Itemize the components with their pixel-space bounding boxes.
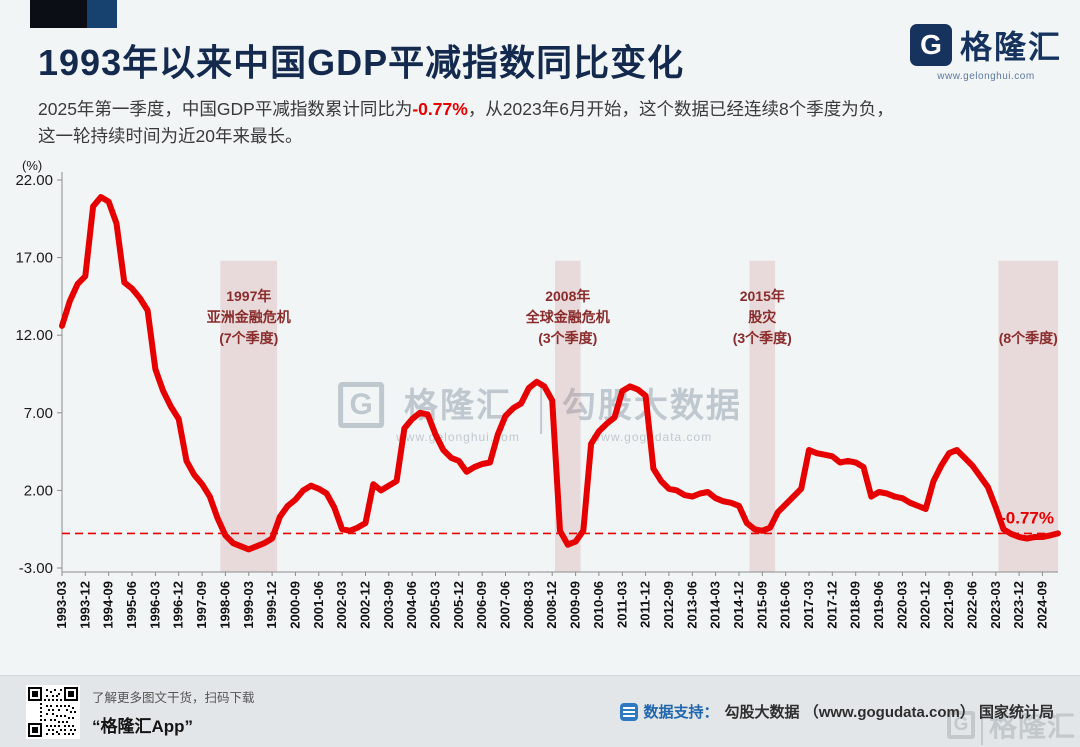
svg-text:2017-03: 2017-03 bbox=[801, 581, 816, 629]
svg-text:1994-09: 1994-09 bbox=[101, 581, 116, 629]
svg-text:2017-12: 2017-12 bbox=[824, 581, 839, 629]
gelonghui-logo-text: 格隆汇 bbox=[959, 29, 1062, 65]
gelonghui-logo-url: www.gelonghui.com bbox=[937, 71, 1035, 82]
svg-text:2024-09: 2024-09 bbox=[1034, 581, 1049, 629]
watermark-divider bbox=[539, 382, 542, 434]
svg-text:1999-12: 1999-12 bbox=[264, 581, 279, 629]
svg-text:2021-09: 2021-09 bbox=[941, 581, 956, 629]
svg-text:2013-06: 2013-06 bbox=[684, 581, 699, 629]
corner-decoration-navy bbox=[87, 0, 117, 28]
footer-watermark-g-icon: G bbox=[946, 711, 975, 739]
subtitle: 2025年第一季度，中国GDP平减指数累计同比为-0.77%，从2023年6月开… bbox=[38, 96, 998, 150]
database-icon bbox=[619, 702, 638, 721]
svg-text:2005-03: 2005-03 bbox=[428, 581, 443, 629]
svg-text:1997-09: 1997-09 bbox=[194, 581, 209, 629]
svg-text:2020-12: 2020-12 bbox=[918, 581, 933, 629]
svg-text:2009-09: 2009-09 bbox=[568, 581, 583, 629]
svg-text:2011-03: 2011-03 bbox=[614, 581, 629, 628]
svg-text:1997年: 1997年 bbox=[226, 288, 271, 304]
svg-text:12.00: 12.00 bbox=[15, 327, 53, 344]
svg-text:2.00: 2.00 bbox=[24, 482, 53, 499]
svg-text:2007-06: 2007-06 bbox=[498, 581, 513, 629]
svg-text:2008-12: 2008-12 bbox=[544, 581, 559, 629]
svg-text:2004-06: 2004-06 bbox=[404, 581, 419, 629]
app-name: “格隆汇App” bbox=[92, 716, 194, 736]
svg-text:1993-12: 1993-12 bbox=[77, 581, 92, 629]
subtitle-line-1: 2025年第一季度，中国GDP平减指数累计同比为-0.77%，从2023年6月开… bbox=[38, 96, 998, 123]
svg-text:2006-09: 2006-09 bbox=[474, 581, 489, 629]
watermark-g-icon: G bbox=[338, 382, 385, 428]
svg-text:1996-03: 1996-03 bbox=[147, 581, 162, 629]
svg-text:2019-06: 2019-06 bbox=[871, 581, 886, 629]
corner-decoration-black bbox=[30, 0, 87, 28]
page-title: 1993年以来中国GDP平减指数同比变化 bbox=[38, 42, 685, 83]
svg-text:1995-06: 1995-06 bbox=[124, 581, 139, 629]
svg-text:2022-06: 2022-06 bbox=[964, 581, 979, 629]
svg-text:2003-09: 2003-09 bbox=[381, 581, 396, 629]
watermark-brand: 格隆汇 bbox=[403, 387, 512, 425]
svg-text:1999-03: 1999-03 bbox=[241, 581, 256, 629]
svg-text:2000-09: 2000-09 bbox=[287, 581, 302, 629]
deflator-value-highlight: -0.77% bbox=[412, 99, 468, 119]
svg-text:2001-06: 2001-06 bbox=[311, 581, 326, 629]
svg-text:2008-03: 2008-03 bbox=[521, 581, 536, 629]
svg-text:2002-03: 2002-03 bbox=[334, 581, 349, 629]
svg-text:(%): (%) bbox=[22, 158, 42, 173]
footer-watermark: G 格隆汇 bbox=[946, 705, 1076, 745]
footer-watermark-brand: 格隆汇 bbox=[980, 705, 1076, 745]
svg-text:(3个季度): (3个季度) bbox=[538, 330, 597, 346]
svg-text:(3个季度): (3个季度) bbox=[733, 330, 792, 346]
qr-caption: 了解更多图文干货，扫码下载 bbox=[92, 690, 255, 705]
svg-text:1996-12: 1996-12 bbox=[171, 581, 186, 629]
svg-text:2020-03: 2020-03 bbox=[894, 581, 909, 629]
subtitle-line-2: 这一轮持续时间为近20年来最长。 bbox=[38, 126, 303, 146]
svg-text:1993-03: 1993-03 bbox=[54, 581, 69, 629]
svg-text:2014-12: 2014-12 bbox=[731, 581, 746, 629]
gelonghui-logo: G 格隆汇 www.gelonghui.com bbox=[909, 22, 1062, 82]
svg-text:2011-12: 2011-12 bbox=[638, 581, 653, 628]
footer-bar: 了解更多图文干货，扫码下载 “格隆汇App” 数据支持： 勾股大数据 （www.… bbox=[0, 675, 1080, 747]
svg-text:2023-03: 2023-03 bbox=[988, 581, 1003, 629]
svg-text:-0.77%: -0.77% bbox=[1000, 508, 1054, 527]
subtitle-text-1: 2025年第一季度，中国GDP平减指数累计同比为 bbox=[38, 99, 413, 119]
svg-text:2016-06: 2016-06 bbox=[778, 581, 793, 629]
data-support-label: 数据支持： bbox=[643, 704, 719, 721]
svg-text:2015-09: 2015-09 bbox=[754, 581, 769, 629]
svg-text:(7个季度): (7个季度) bbox=[219, 330, 278, 346]
svg-text:全球金融危机: 全球金融危机 bbox=[525, 309, 610, 325]
svg-text:亚洲金融危机: 亚洲金融危机 bbox=[207, 309, 291, 325]
subtitle-text-2: ，从2023年6月开始，这个数据已经连续8个季度为负， bbox=[467, 99, 894, 119]
svg-text:-3.00: -3.00 bbox=[19, 560, 53, 577]
data-support-text: 勾股大数据 （www.gogudata.com） 国家统计局 bbox=[724, 704, 1054, 721]
svg-text:2010-06: 2010-06 bbox=[591, 581, 606, 629]
svg-text:2005-12: 2005-12 bbox=[451, 581, 466, 629]
svg-text:2012-09: 2012-09 bbox=[661, 581, 676, 629]
gelonghui-g-icon: G bbox=[909, 24, 952, 66]
svg-text:7.00: 7.00 bbox=[24, 405, 53, 422]
svg-text:2015年: 2015年 bbox=[740, 288, 785, 304]
svg-text:股灾: 股灾 bbox=[748, 309, 777, 325]
svg-text:2002-12: 2002-12 bbox=[358, 581, 373, 629]
svg-text:22.00: 22.00 bbox=[15, 172, 53, 189]
svg-text:2014-03: 2014-03 bbox=[708, 581, 723, 629]
svg-text:(8个季度): (8个季度) bbox=[999, 330, 1058, 346]
svg-text:2018-09: 2018-09 bbox=[848, 581, 863, 629]
watermark-brand-url: www.gelonghui.com bbox=[396, 430, 520, 444]
svg-text:17.00: 17.00 bbox=[15, 250, 53, 267]
svg-text:1998-06: 1998-06 bbox=[217, 581, 232, 629]
svg-text:2008年: 2008年 bbox=[545, 288, 590, 304]
qr-code bbox=[26, 684, 80, 739]
svg-text:2023-12: 2023-12 bbox=[1011, 581, 1026, 629]
